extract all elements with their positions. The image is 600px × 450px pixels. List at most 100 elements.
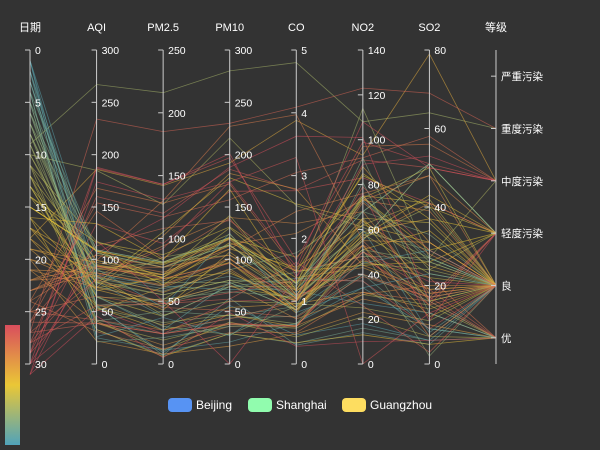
tick-label: 80 (434, 45, 446, 57)
axis-6: SO2 0 20 40 60 80 (418, 22, 446, 371)
data-line (29, 236, 497, 294)
tick-label: 60 (368, 224, 380, 236)
data-line (29, 175, 497, 292)
tick-label: 40 (368, 269, 380, 281)
series-lines (29, 53, 497, 375)
tick-label: 20 (434, 281, 446, 293)
axis-5: NO2 0 20 40 60 80 100 120 140 (352, 22, 386, 371)
data-line (29, 279, 497, 344)
data-line (29, 248, 497, 326)
tick-label: 300 (235, 45, 253, 57)
tick-label: 中度污染 (501, 175, 543, 188)
legend-swatch[interactable] (342, 398, 366, 412)
legend-swatch[interactable] (248, 398, 272, 412)
data-line (29, 192, 497, 375)
axis-3: PM10 0 50 100 150 200 250 300 (215, 22, 252, 371)
data-line (29, 133, 497, 296)
legend[interactable]: Beijing Shanghai Guangzhou (168, 398, 432, 412)
tick-label: 200 (168, 108, 186, 120)
data-line (29, 121, 497, 365)
data-line (29, 143, 497, 302)
tick-label: 0 (35, 45, 41, 57)
axis-2: PM2.5 0 50 100 150 200 250 (147, 22, 186, 371)
visual-map-bar[interactable] (5, 325, 20, 445)
data-line (29, 87, 497, 333)
data-line (29, 259, 497, 355)
axis-name: 日期 (19, 21, 41, 34)
data-line (29, 269, 496, 320)
axis-name: NO2 (352, 22, 375, 34)
legend-item-guangzhou[interactable]: Guangzhou (342, 398, 432, 412)
data-line (29, 135, 497, 365)
data-line (29, 112, 497, 285)
data-line (29, 218, 497, 311)
tick-label: 0 (434, 359, 440, 371)
axes: 日期051015202530AQI050100150200250300PM2.5… (19, 20, 543, 371)
data-line (29, 62, 497, 145)
tick-label: 100 (368, 135, 386, 147)
data-line (29, 276, 497, 318)
axis-0: 日期 0 5 10 15 20 25 30 (19, 21, 47, 371)
tick-label: 50 (168, 296, 180, 308)
data-line (29, 217, 497, 314)
tick-label: 100 (168, 233, 186, 245)
legend-item-shanghai[interactable]: Shanghai (248, 398, 327, 412)
data-line (29, 185, 497, 292)
data-line (29, 172, 497, 283)
data-line (29, 312, 497, 375)
tick-label: 轻度污染 (501, 227, 543, 240)
tick-label: 0 (301, 359, 307, 371)
tick-label: 120 (368, 90, 386, 102)
data-line (29, 197, 497, 303)
axis-7: 等级优 良 轻度污染 中度污染 重度污染 严重污染 (485, 20, 543, 364)
data-line (29, 167, 497, 286)
tick-label: 150 (168, 171, 186, 183)
tick-label: 0 (235, 359, 241, 371)
axis-1: AQI 0 50 100 150 200 250 300 (87, 22, 119, 371)
tick-label: 50 (235, 307, 247, 319)
tick-label: 优 (501, 332, 512, 345)
tick-label: 150 (235, 202, 253, 214)
data-line (29, 269, 497, 346)
data-line (29, 107, 497, 287)
series-guangzhou (29, 60, 497, 375)
tick-label: 250 (102, 97, 120, 109)
data-line (29, 211, 497, 294)
tick-label: 60 (434, 124, 446, 136)
data-line (29, 220, 497, 323)
legend-label[interactable]: Shanghai (276, 398, 327, 412)
data-line (29, 135, 497, 323)
data-line (29, 53, 497, 239)
tick-label: 300 (102, 45, 120, 57)
tick-label: 重度污染 (501, 123, 543, 136)
legend-label[interactable]: Beijing (196, 398, 232, 412)
axis-name: PM10 (215, 22, 244, 34)
tick-label: 30 (35, 359, 47, 371)
tick-label: 严重污染 (501, 70, 543, 83)
axis-name: SO2 (418, 22, 440, 34)
data-line (29, 137, 497, 259)
tick-label: 5 (301, 45, 307, 57)
data-line (29, 201, 497, 302)
tick-label: 10 (35, 150, 47, 162)
tick-label: 0 (102, 359, 108, 371)
legend-swatch[interactable] (168, 398, 192, 412)
data-line (29, 159, 497, 344)
tick-label: 25 (35, 307, 47, 319)
axis-name: 等级 (485, 20, 507, 34)
legend-item-beijing[interactable]: Beijing (168, 398, 232, 412)
tick-label: 良 (501, 280, 512, 293)
legend-label[interactable]: Guangzhou (370, 398, 432, 412)
tick-label: 4 (301, 108, 307, 120)
axis-4: CO 0 1 2 3 4 5 (288, 22, 307, 371)
tick-label: 0 (368, 359, 374, 371)
tick-label: 100 (102, 254, 120, 266)
data-line (29, 60, 497, 339)
data-line (29, 154, 497, 300)
data-line (29, 186, 497, 344)
tick-label: 3 (301, 171, 307, 183)
visual-map[interactable] (5, 325, 20, 445)
tick-label: 40 (434, 202, 446, 214)
data-line (29, 165, 497, 292)
